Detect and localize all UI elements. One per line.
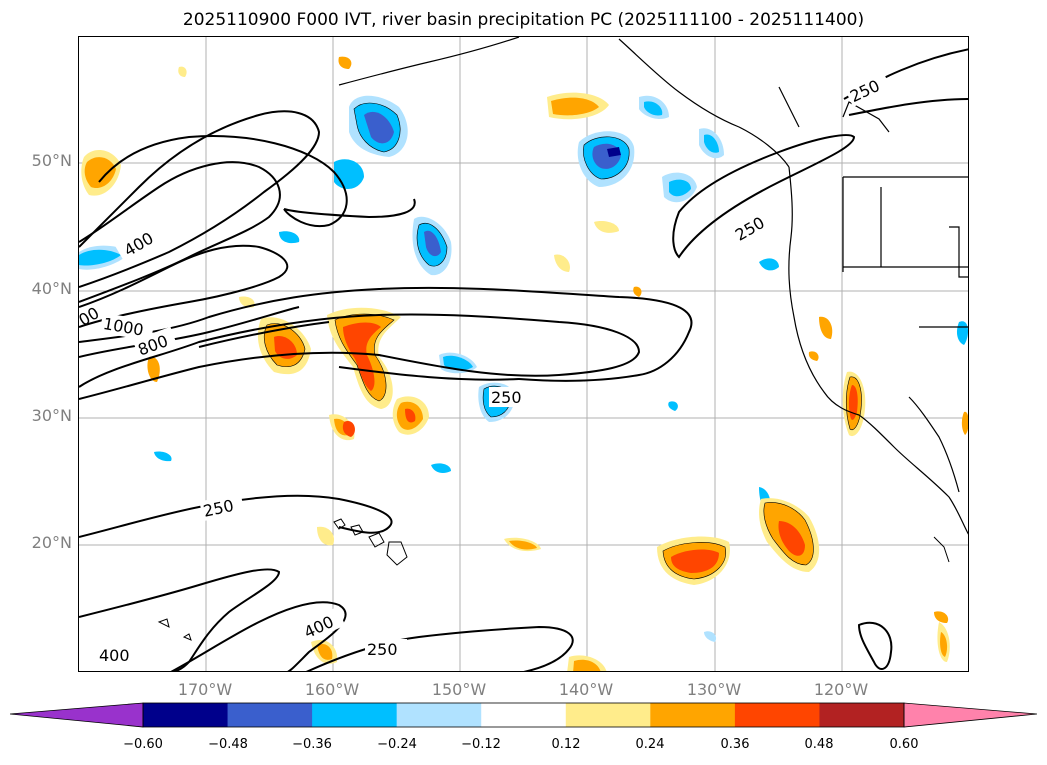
lon-label-160w: 160°W [304, 680, 360, 699]
map-canvas: 400 1000 800 250 250 250 250 400 400 250… [79, 37, 968, 671]
colorbar-segment-0 [10, 703, 143, 727]
colorbar-tick-024: 0.24 [635, 737, 665, 752]
colorbar [10, 702, 1037, 728]
coastlines [338, 37, 968, 535]
colorbar-tick-neg-012: −0.12 [461, 737, 501, 752]
contour-label-1000: 1000 [102, 314, 145, 340]
colorbar-tick-048: 0.48 [804, 737, 834, 752]
lon-label-150w: 150°W [431, 680, 487, 699]
colorbar-segment-1 [143, 703, 229, 727]
lon-label-120w: 120°W [813, 680, 869, 699]
negative-pc-patches [79, 95, 968, 642]
lat-label-30n: 30°N [31, 406, 72, 425]
contour-label-250-southwest: 250 [202, 496, 236, 521]
lon-label-140w: 140°W [558, 680, 614, 699]
contour-label-250-center: 250 [491, 388, 522, 407]
colorbar-tick-neg-048: −0.48 [208, 737, 248, 752]
colorbar-segment-2 [227, 703, 313, 727]
map-panel[interactable]: 400 1000 800 250 250 250 250 400 400 250… [78, 36, 969, 672]
colorbar-segment-7 [650, 703, 736, 727]
colorbar-tick-neg-024: −0.24 [377, 737, 417, 752]
colorbar-tick-012: 0.12 [551, 737, 581, 752]
lat-label-20n: 20°N [31, 533, 72, 552]
map-title: 2025110900 F000 IVT, river basin precipi… [182, 10, 865, 30]
colorbar-segment-3 [312, 703, 398, 727]
lon-label-130w: 130°W [686, 680, 742, 699]
colorbar-tick-036: 0.36 [720, 737, 750, 752]
lon-label-170w: 170°W [177, 680, 233, 699]
colorbar-tick-neg-060: −0.60 [123, 737, 163, 752]
colorbar-segment-10 [904, 703, 1037, 727]
ivt-contours [79, 48, 968, 671]
contour-labels: 400 1000 800 250 250 250 250 400 400 250… [79, 71, 892, 665]
contour-label-edge: 00 [79, 303, 102, 330]
islands [157, 518, 950, 641]
contour-label-250-south: 250 [367, 640, 398, 659]
colorbar-segment-6 [565, 703, 651, 727]
colorbar-tick-060: 0.60 [889, 737, 919, 752]
lat-label-40n: 40°N [31, 279, 72, 298]
colorbar-segment-4 [396, 703, 482, 727]
colorbar-segment-8 [734, 703, 820, 727]
contour-label-400-southwest: 400 [99, 646, 130, 665]
colorbar-segment-9 [819, 703, 905, 727]
colorbar-tick-neg-036: −0.36 [292, 737, 332, 752]
colorbar-segment-5 [481, 703, 567, 727]
lat-label-50n: 50°N [31, 151, 72, 170]
